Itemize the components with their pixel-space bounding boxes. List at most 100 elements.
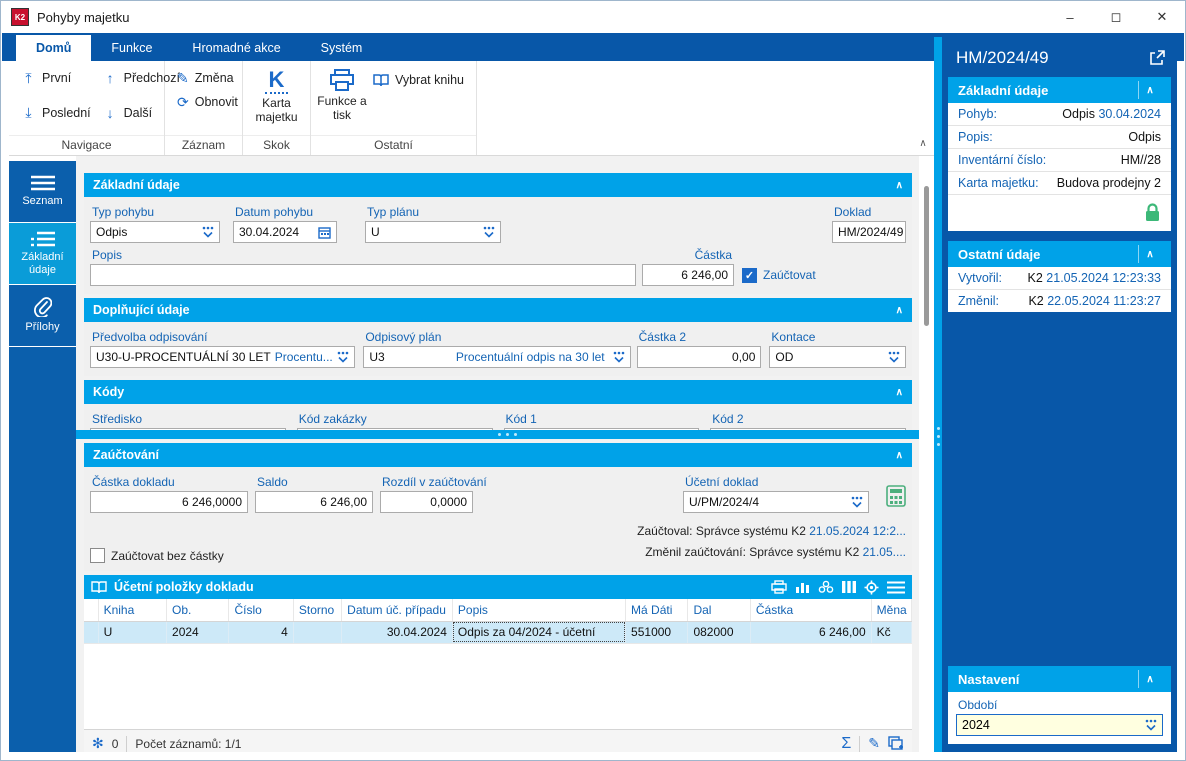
- col-mena[interactable]: Měna: [871, 599, 913, 622]
- doklad-input[interactable]: HM/2024/49: [832, 221, 906, 243]
- castka-input[interactable]: 6 246,00: [642, 264, 734, 286]
- minimize-button[interactable]: –: [1066, 9, 1074, 25]
- last-button[interactable]: ⤓ Poslední: [15, 101, 97, 125]
- tab-system[interactable]: Systém: [320, 41, 363, 55]
- kod1-combo[interactable]: [503, 428, 700, 430]
- tab-domu[interactable]: Domů: [16, 35, 92, 61]
- sidebar-item-zakladni-udaje[interactable]: Základní údaje: [9, 223, 76, 285]
- collapse-icon[interactable]: ∧: [895, 179, 903, 191]
- menu-icon[interactable]: [887, 581, 905, 594]
- next-button[interactable]: ↓ Další: [97, 101, 186, 125]
- predvolba-combo[interactable]: U30-U-PROCENTUÁLNÍ 30 LET Procentu...: [90, 346, 356, 368]
- dropdown-icon[interactable]: [333, 351, 349, 364]
- group-icon[interactable]: [818, 580, 834, 594]
- vertical-scrollbar[interactable]: [924, 186, 929, 326]
- dropdown-icon[interactable]: [847, 496, 863, 509]
- tab-hromadne-akce[interactable]: Hromadné akce: [192, 41, 281, 55]
- collapse-icon[interactable]: ∧: [895, 304, 903, 316]
- panel-card-nastaveni: Nastavení ∧ Období 2024: [948, 666, 1171, 744]
- zauctovat-bez-castky-checkbox[interactable]: [90, 548, 105, 563]
- stredisko-combo[interactable]: [90, 428, 286, 430]
- asset-card-button[interactable]: K Karta majetku: [255, 67, 298, 124]
- print-icon[interactable]: [771, 580, 787, 594]
- panel-row-zmenil: Změnil: K2 22.05.2024 11:23:27: [958, 294, 1161, 308]
- section-title: Doplňující údaje: [93, 303, 190, 317]
- ucetni-doklad-combo[interactable]: U/PM/2024/4: [683, 491, 869, 513]
- table-row[interactable]: U 2024 4 30.04.2024 Odpis za 04/2024 - ú…: [84, 621, 913, 643]
- col-kniha[interactable]: Kniha: [98, 599, 168, 622]
- edit-row-icon[interactable]: ✎: [868, 735, 880, 751]
- right-panel: HM/2024/49 Základní údaje ∧ Pohyb: Odpis…: [942, 37, 1177, 752]
- rozdil-input[interactable]: 0,0000: [380, 491, 473, 513]
- sidebar-item-seznam[interactable]: Seznam: [9, 161, 76, 223]
- previous-icon: ↑: [106, 70, 114, 86]
- typ-planu-combo[interactable]: U: [365, 221, 501, 243]
- kod2-combo[interactable]: [710, 428, 906, 430]
- accounting-items-table: Kniha Ob. Číslo Storno Datum úč. případu…: [84, 599, 913, 643]
- table-header-row: Kniha Ob. Číslo Storno Datum úč. případu…: [84, 599, 913, 622]
- typ-pohybu-combo[interactable]: Odpis: [90, 221, 220, 243]
- record-count: Počet záznamů: 1/1: [135, 736, 242, 751]
- collapse-icon[interactable]: ∧: [1146, 248, 1154, 260]
- predvolba-label: Předvolba odpisování: [92, 330, 208, 344]
- previous-button[interactable]: ↑ Předchozí: [97, 66, 186, 90]
- castka-dokladu-input[interactable]: 6 246,0000: [90, 491, 248, 513]
- dropdown-icon[interactable]: [198, 226, 214, 239]
- dropdown-icon[interactable]: [884, 351, 900, 364]
- dropdown-icon[interactable]: [479, 226, 495, 239]
- typ-pohybu-label: Typ pohybu: [92, 205, 155, 219]
- tab-funkce[interactable]: Funkce: [111, 41, 153, 55]
- select-book-button[interactable]: Vybrat knihu: [367, 68, 470, 92]
- collapse-icon[interactable]: ∧: [1146, 84, 1154, 96]
- col-dal[interactable]: Dal: [687, 599, 751, 622]
- horizontal-splitter[interactable]: [76, 430, 919, 439]
- collapse-icon[interactable]: ∧: [1146, 673, 1154, 685]
- sum-icon[interactable]: Σ: [841, 734, 852, 752]
- open-external-icon[interactable]: [1149, 50, 1165, 66]
- kontace-combo[interactable]: OD: [769, 346, 907, 368]
- col-ob[interactable]: Ob.: [166, 599, 230, 622]
- close-button[interactable]: ✕: [1156, 9, 1168, 24]
- gear-icon[interactable]: [864, 580, 879, 595]
- col-storno[interactable]: Storno: [293, 599, 343, 622]
- vertical-splitter[interactable]: [934, 37, 942, 752]
- sidebar-item-prilohy[interactable]: Přílohy: [9, 285, 76, 347]
- dropdown-icon[interactable]: [1141, 719, 1157, 732]
- calendar-icon[interactable]: [314, 226, 331, 239]
- panel-row-karta-majetku: Karta majetku: Budova prodejny 2: [948, 172, 1171, 195]
- zauctovat-checkbox[interactable]: ✓: [742, 267, 757, 283]
- ribbon-collapse-button[interactable]: ∧: [919, 138, 927, 149]
- copy-add-icon[interactable]: [888, 736, 904, 751]
- posting-info: Zaúčtoval: Správce systému K2 21.05.2024…: [637, 524, 906, 559]
- group-caption-ostatni: Ostatní: [311, 135, 476, 155]
- obdobi-combo[interactable]: 2024: [956, 714, 1163, 736]
- col-castka[interactable]: Částka: [750, 599, 872, 622]
- first-button[interactable]: ⤒ První: [15, 66, 97, 90]
- calculator-icon[interactable]: [886, 485, 906, 507]
- section-title: Základní údaje: [93, 178, 180, 192]
- columns-icon[interactable]: [842, 580, 856, 594]
- saldo-input[interactable]: 6 246,00: [255, 491, 373, 513]
- popis-input[interactable]: [90, 264, 636, 286]
- odpisovy-plan-combo[interactable]: U3 Procentuální odpis na 30 let: [363, 346, 631, 368]
- refresh-button[interactable]: ⟳ Obnovit: [177, 93, 238, 110]
- edit-button[interactable]: ✎ Změna: [177, 69, 234, 86]
- list-icon: [30, 175, 55, 191]
- zauctovat-bez-castky-label: Zaúčtovat bez částky: [111, 548, 224, 563]
- datum-pohybu-input[interactable]: 30.04.2024: [233, 221, 337, 243]
- chart-icon[interactable]: [795, 580, 810, 594]
- kod-zakazky-combo[interactable]: [296, 428, 493, 430]
- col-popis[interactable]: Popis: [452, 599, 627, 622]
- col-ma-dati[interactable]: Má Dáti: [625, 599, 689, 622]
- collapse-icon[interactable]: ∧: [895, 449, 903, 461]
- col-datum[interactable]: Datum úč. případu: [341, 599, 453, 622]
- ribbon-group-ostatni: Funkce a tisk Vybrat knihu Ostatní: [311, 61, 477, 155]
- collapse-icon[interactable]: ∧: [895, 386, 903, 398]
- castka2-input[interactable]: 0,00: [636, 346, 762, 368]
- col-cislo[interactable]: Číslo: [228, 599, 294, 622]
- saldo-label: Saldo: [257, 475, 288, 489]
- functions-print-button[interactable]: Funkce a tisk: [317, 66, 367, 123]
- maximize-button[interactable]: ◻: [1110, 9, 1122, 24]
- dropdown-icon[interactable]: [609, 351, 625, 364]
- kod2-label: Kód 2: [712, 412, 744, 426]
